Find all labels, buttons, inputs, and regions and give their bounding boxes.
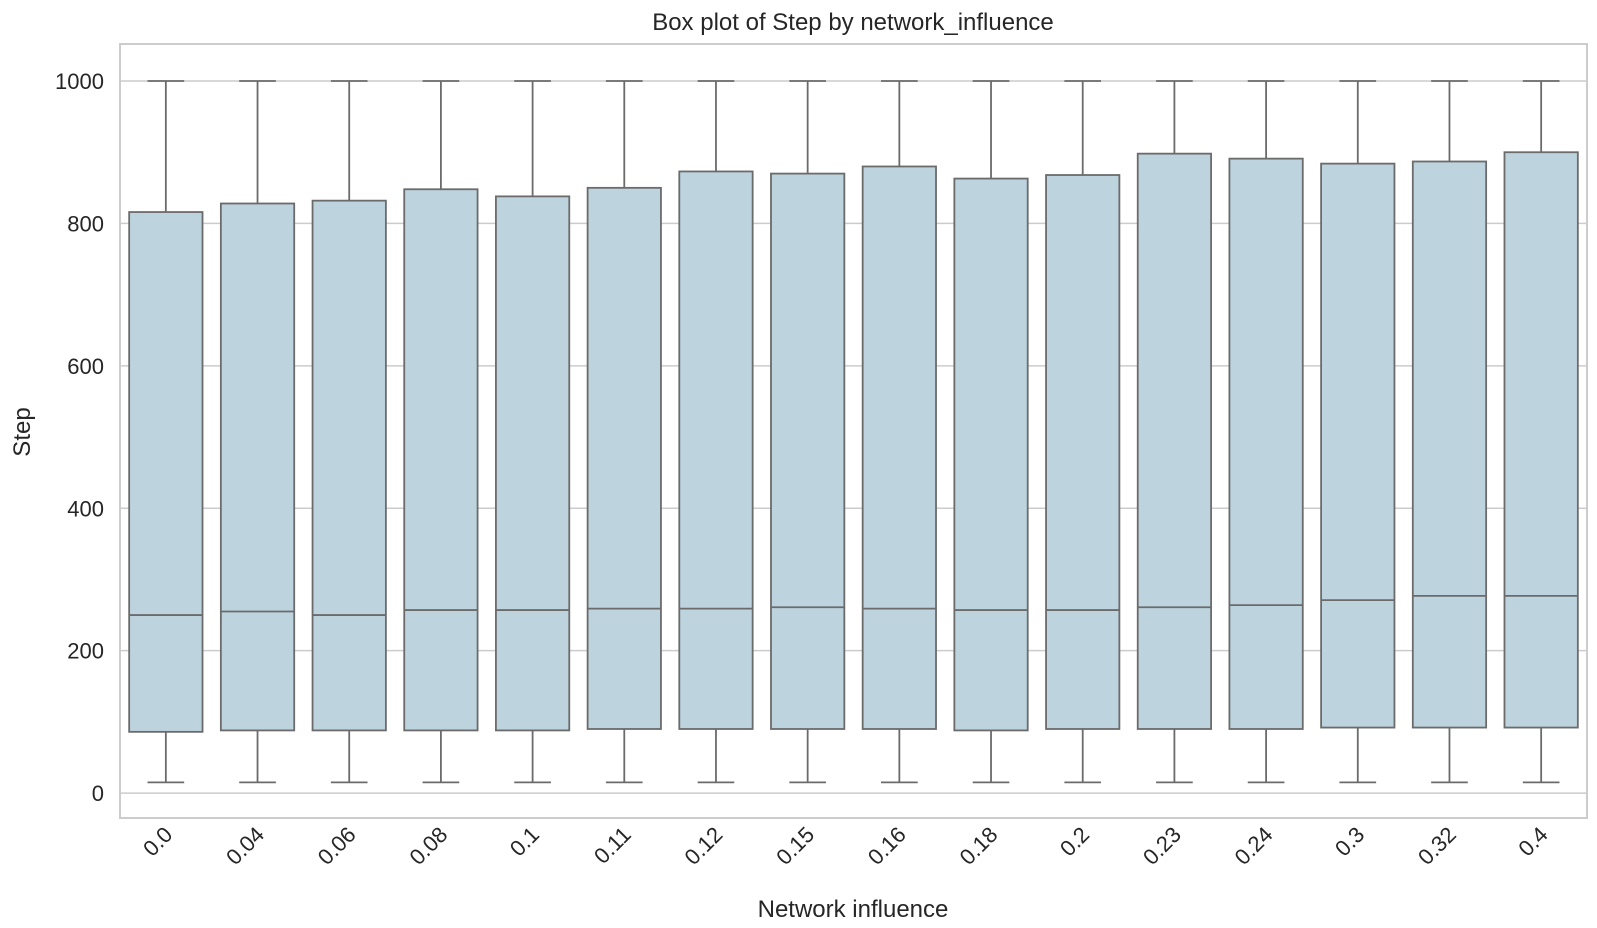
x-tick-label: 0.0 bbox=[138, 822, 177, 861]
iqr-box bbox=[1045, 174, 1121, 730]
y-tick-label: 200 bbox=[67, 639, 104, 664]
x-tick-label: 0.15 bbox=[771, 822, 819, 870]
y-tick-label: 400 bbox=[67, 496, 104, 521]
box-group bbox=[1228, 80, 1304, 784]
box-group bbox=[1411, 80, 1488, 784]
x-tick-label: 0.08 bbox=[404, 822, 452, 870]
box-group bbox=[1320, 80, 1396, 784]
box-group bbox=[953, 80, 1029, 784]
x-tick-label: 0.23 bbox=[1138, 822, 1186, 870]
x-tick-label: 0.4 bbox=[1513, 822, 1552, 861]
boxes-layer bbox=[128, 80, 1579, 784]
box-group bbox=[311, 80, 387, 784]
plot-frame bbox=[119, 43, 1588, 819]
x-tick-label: 0.04 bbox=[221, 822, 269, 870]
y-tick-label: 600 bbox=[67, 354, 104, 379]
x-tick-labels: 0.0 0.04 0.06 0.08 0.1 0.11 0.12 0.15 0.16 0.18 0.… bbox=[138, 822, 1553, 870]
iqr-box bbox=[311, 199, 387, 732]
box-group bbox=[128, 80, 204, 784]
box-group bbox=[770, 80, 846, 784]
x-tick-label: 0.3 bbox=[1330, 822, 1369, 861]
iqr-box bbox=[1228, 157, 1304, 730]
box-group bbox=[678, 80, 754, 784]
iqr-box bbox=[1136, 152, 1212, 730]
x-tick-label: 0.12 bbox=[680, 822, 728, 870]
x-tick-label: 0.32 bbox=[1413, 822, 1461, 870]
box-group bbox=[1136, 80, 1212, 784]
iqr-box bbox=[678, 170, 754, 730]
box-group bbox=[403, 80, 479, 784]
x-tick-label: 0.11 bbox=[589, 822, 636, 869]
iqr-box bbox=[403, 188, 479, 732]
y-tick-labels: 0 200 400 600 800 1000 bbox=[55, 69, 104, 806]
x-tick-label: 0.18 bbox=[955, 822, 1003, 870]
x-tick-label: 0.1 bbox=[505, 822, 544, 861]
y-axis-title: Step bbox=[9, 407, 36, 456]
iqr-box bbox=[495, 195, 571, 732]
x-tick-label: 0.16 bbox=[863, 822, 911, 870]
iqr-box bbox=[953, 177, 1029, 732]
x-tick-label: 0.24 bbox=[1230, 822, 1278, 870]
iqr-box bbox=[586, 186, 662, 730]
box-group bbox=[861, 80, 937, 784]
iqr-box bbox=[128, 211, 204, 733]
box-group bbox=[586, 80, 662, 784]
iqr-box bbox=[1320, 162, 1396, 729]
iqr-box bbox=[1411, 160, 1488, 729]
y-tick-label: 0 bbox=[92, 781, 104, 806]
x-axis-title: Network influence bbox=[758, 896, 949, 923]
y-tick-label: 1000 bbox=[55, 69, 104, 94]
y-tick-label: 800 bbox=[67, 211, 104, 236]
box-group bbox=[1045, 80, 1121, 784]
box-group bbox=[495, 80, 571, 784]
box-group bbox=[1503, 80, 1579, 784]
x-tick-label: 0.2 bbox=[1055, 822, 1094, 861]
iqr-box bbox=[861, 165, 937, 730]
iqr-box bbox=[219, 202, 296, 732]
iqr-box bbox=[1503, 151, 1579, 729]
box-group bbox=[219, 80, 296, 784]
x-tick-label: 0.06 bbox=[313, 822, 361, 870]
iqr-box bbox=[770, 172, 846, 730]
chart-title: Box plot of Step by network_influence bbox=[652, 9, 1054, 36]
